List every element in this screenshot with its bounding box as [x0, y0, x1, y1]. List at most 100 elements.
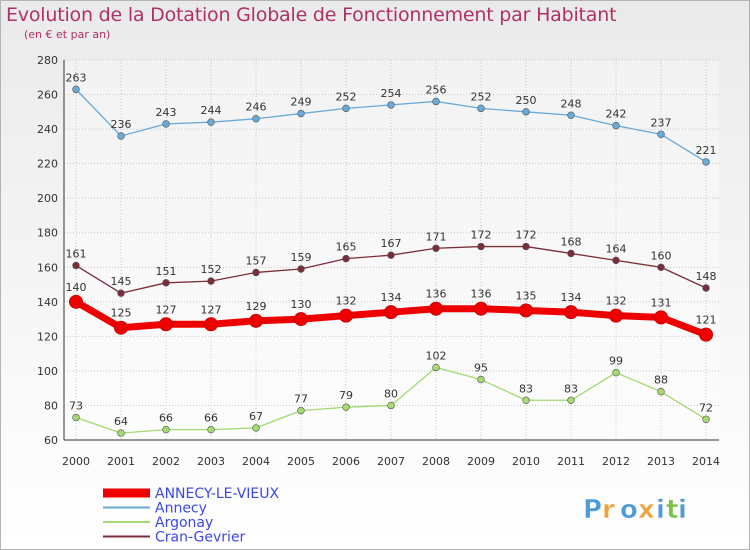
data-point — [297, 265, 305, 273]
data-label: 134 — [381, 291, 402, 304]
data-label: 136 — [426, 288, 447, 301]
data-label: 152 — [201, 263, 222, 276]
data-point — [387, 401, 395, 410]
data-point — [72, 261, 80, 270]
series-cran-gevrier: 161 145 151 152 157 159 165 167 171 172 172 168 164 1… — [66, 229, 717, 297]
x-tick-label: 2008 — [422, 455, 450, 468]
data-point — [477, 242, 485, 251]
chart-subtitle: (en € et par an) — [24, 28, 111, 41]
data-label: 95 — [474, 362, 488, 375]
legend-label: Annecy — [155, 501, 207, 517]
data-label: 171 — [426, 230, 447, 243]
data-label: 121 — [696, 314, 717, 327]
data-label: 168 — [561, 235, 582, 248]
data-point — [612, 121, 620, 130]
data-point — [702, 158, 710, 166]
logo-letter: i — [678, 495, 687, 525]
data-label: 132 — [606, 295, 627, 308]
data-label: 252 — [336, 90, 357, 103]
data-point — [654, 310, 668, 325]
data-point — [252, 268, 260, 277]
data-point — [162, 279, 170, 287]
y-tick-label: 60 — [44, 434, 58, 447]
y-tick-label: 100 — [37, 365, 58, 378]
data-point — [429, 301, 443, 316]
x-tick-label: 2009 — [467, 455, 495, 468]
data-point — [117, 429, 125, 437]
y-tick-label: 260 — [37, 89, 58, 102]
data-point — [612, 256, 620, 265]
data-point — [69, 294, 83, 309]
data-label: 148 — [696, 270, 717, 283]
data-point — [477, 104, 485, 113]
y-tick-label: 200 — [37, 192, 58, 205]
data-label: 172 — [516, 229, 537, 242]
logo-letter: i — [656, 495, 665, 525]
data-point — [207, 118, 215, 126]
data-point — [477, 375, 485, 384]
data-point — [72, 85, 80, 94]
data-point — [432, 363, 440, 372]
data-label: 145 — [111, 275, 132, 288]
chart-title: Evolution de la Dotation Globale de Fonc… — [6, 4, 617, 26]
x-tick-label: 2003 — [197, 455, 225, 468]
data-point — [612, 368, 620, 377]
x-tick-label: 2006 — [332, 455, 360, 468]
axes: 60 80 100 120 140 160 180 200 220 240 260 280 2000 20… — [37, 54, 720, 468]
data-point — [252, 115, 260, 123]
data-point — [519, 303, 533, 318]
y-tick-label: 240 — [37, 123, 58, 136]
data-label: 252 — [471, 90, 492, 103]
data-label: 67 — [249, 410, 263, 423]
data-point — [297, 406, 305, 415]
data-label: 246 — [246, 101, 267, 114]
data-point — [72, 413, 80, 422]
data-label: 167 — [381, 237, 402, 250]
data-label: 256 — [426, 83, 447, 96]
data-point — [297, 109, 305, 118]
data-label: 243 — [156, 106, 177, 119]
data-label: 83 — [519, 382, 533, 395]
logo-letter: x — [638, 495, 655, 525]
data-label: 125 — [111, 307, 132, 320]
data-label: 254 — [381, 87, 402, 100]
x-tick-label: 2011 — [557, 455, 585, 468]
x-tick-label: 2005 — [287, 455, 315, 468]
data-label: 127 — [201, 303, 222, 316]
y-tick-label: 280 — [37, 54, 58, 67]
data-point — [522, 242, 530, 251]
data-label: 66 — [204, 412, 218, 425]
data-label: 250 — [516, 94, 537, 107]
data-point — [294, 312, 308, 327]
x-tick-label: 2012 — [602, 455, 630, 468]
data-point — [342, 403, 350, 411]
logo-letter: t — [666, 495, 678, 525]
data-label: 151 — [156, 265, 177, 278]
data-point — [207, 425, 215, 434]
data-point — [564, 305, 578, 320]
data-point — [207, 277, 215, 285]
data-label: 165 — [336, 241, 357, 254]
data-point — [162, 425, 170, 434]
data-point — [342, 104, 350, 113]
data-label: 132 — [336, 295, 357, 308]
data-label: 244 — [201, 104, 222, 117]
data-point — [339, 308, 353, 323]
y-tick-label: 140 — [37, 296, 58, 309]
data-point — [567, 396, 575, 404]
x-tick-label: 2001 — [107, 455, 135, 468]
data-label: 263 — [66, 71, 87, 84]
data-point — [702, 415, 710, 423]
data-point — [657, 263, 665, 271]
data-label: 64 — [114, 415, 128, 428]
y-tick-label: 180 — [37, 227, 58, 240]
data-label: 249 — [291, 96, 312, 109]
x-tick-label: 2007 — [377, 455, 405, 468]
data-label: 73 — [69, 400, 83, 413]
data-label: 248 — [561, 97, 582, 110]
data-point — [699, 327, 713, 342]
series-annecy-le-vieux: 140 125 127 127 129 130 132 134 136 136 135 134 132 1… — [66, 281, 717, 342]
data-point — [249, 313, 263, 328]
y-tick-label: 120 — [37, 330, 58, 343]
